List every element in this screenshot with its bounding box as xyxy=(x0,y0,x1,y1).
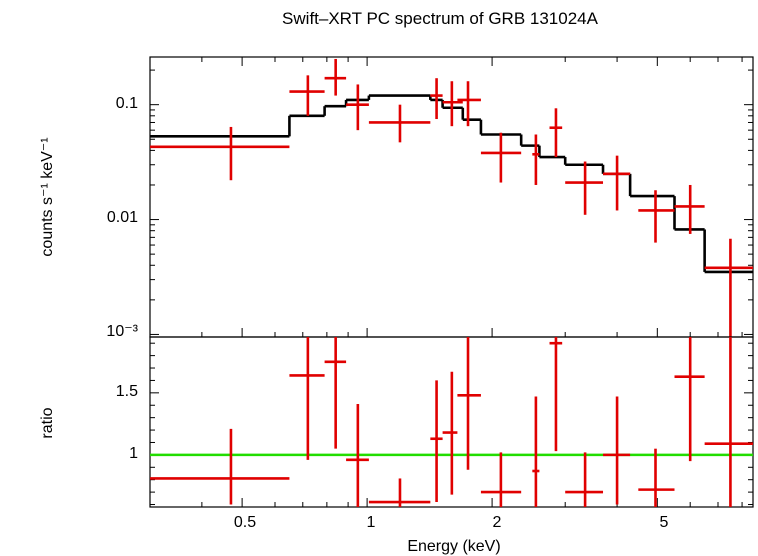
spectrum-ytick-label-0.01: 0.01 xyxy=(107,209,138,226)
xtick-label-0.5: 0.5 xyxy=(234,514,256,531)
chart-title: Swift–XRT PC spectrum of GRB 131024A xyxy=(282,9,599,28)
xtick-label-5: 5 xyxy=(660,514,669,531)
spectrum-axis-ticks xyxy=(149,57,753,337)
ratio-ytick-label-1: 1 xyxy=(129,445,138,462)
xtick-label-1: 1 xyxy=(367,514,376,531)
ratio-axis-ticks xyxy=(149,342,753,507)
model-curve xyxy=(150,94,753,274)
x-axis-label: Energy (keV) xyxy=(407,538,500,555)
spectrum-ytick-label-1e-3: 10⁻³ xyxy=(106,323,138,340)
spectrum-data-points xyxy=(150,58,753,337)
ratio-ytick-label-1.5: 1.5 xyxy=(116,383,138,400)
ratio-y-axis-label: ratio xyxy=(39,407,56,438)
ratio-panel: 1.5 1 ratio 0.5 1 2 5 Energy (keV) xyxy=(39,336,754,555)
ratio-plot-frame xyxy=(149,336,754,508)
xtick-label-2: 2 xyxy=(493,514,502,531)
spectrum-panel: 0.1 0.01 10⁻³ counts s⁻¹ keV⁻¹ xyxy=(39,56,754,340)
ratio-data-points xyxy=(150,337,753,507)
spectrum-ytick-label-0.1: 0.1 xyxy=(116,95,138,112)
spectrum-y-axis-label: counts s⁻¹ keV⁻¹ xyxy=(39,137,56,256)
